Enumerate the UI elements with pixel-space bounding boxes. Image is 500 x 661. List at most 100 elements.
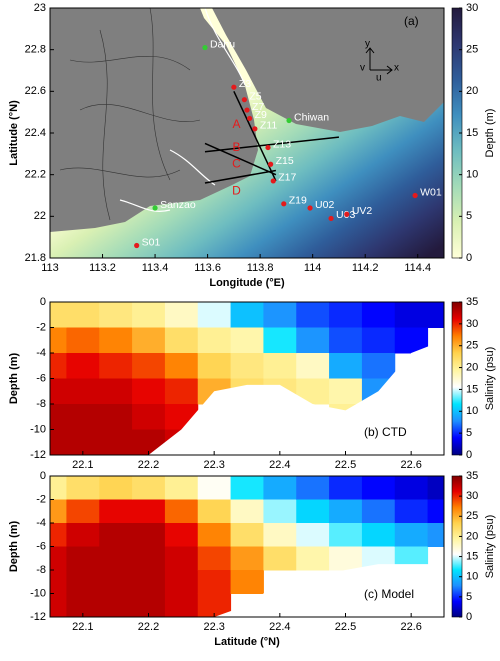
- colorbar: [451, 301, 463, 456]
- salinity-cell: [230, 570, 264, 594]
- station: [247, 115, 253, 122]
- salinity-cell: [230, 327, 264, 354]
- salinity-cell: [394, 523, 429, 547]
- salinity-cell: [164, 302, 199, 328]
- salinity-cell: [132, 593, 166, 617]
- y-tick-label: 23: [34, 2, 46, 14]
- salinity-cell: [164, 378, 199, 405]
- colorbar-tick-label: 10: [466, 571, 478, 583]
- colorbar-tick-label: 15: [466, 383, 478, 395]
- x-tick-label: 113.6: [194, 262, 221, 274]
- salinity-cell: [99, 570, 133, 594]
- x-tick-label: 22.5: [335, 459, 356, 471]
- salinity-cell: [99, 476, 133, 500]
- section-label: A: [232, 117, 240, 131]
- salinity-cell: [296, 499, 330, 524]
- salinity-cell: [427, 499, 444, 524]
- compass-label: u: [376, 73, 382, 84]
- salinity-cell: [132, 523, 166, 547]
- salinity-cell: [50, 523, 67, 547]
- x-tick-label: 114.4: [404, 262, 431, 274]
- panel-label: (a): [404, 14, 419, 28]
- salinity-cell: [50, 353, 67, 379]
- station-label: UV2: [352, 205, 373, 217]
- y-tick-label: 0: [40, 470, 46, 482]
- salinity-cell: [329, 523, 363, 547]
- station: [328, 215, 334, 222]
- y-tick-label: -6: [36, 372, 46, 384]
- salinity-cell: [164, 476, 199, 500]
- salinity-cell: [427, 476, 444, 500]
- x-tick-label: 22.6: [400, 621, 421, 633]
- colorbar-tick-label: 30: [466, 2, 478, 14]
- x-tick-label: 114.2: [352, 262, 379, 274]
- station-label: Z5: [249, 90, 261, 102]
- salinity-cell: [66, 593, 100, 617]
- colorbar-label: Salinity (psu): [484, 515, 496, 579]
- station: [241, 97, 247, 103]
- salinity-cell: [164, 327, 199, 354]
- salinity-cell: [296, 327, 330, 354]
- salinity-cell: [99, 378, 133, 405]
- salinity-cell: [50, 476, 67, 500]
- x-tick-label: 22.3: [203, 621, 224, 633]
- land-boundary: [59, 8, 201, 221]
- salinity-cell: [66, 523, 100, 547]
- colorbar: [451, 475, 463, 618]
- salinity-cell: [230, 353, 264, 379]
- station-label: W01: [420, 186, 442, 198]
- salinity-cell: [197, 523, 232, 547]
- y-tick-label: -12: [30, 611, 46, 623]
- colorbar-tick-label: 10: [466, 169, 478, 181]
- salinity-cell: [99, 523, 133, 547]
- x-axis-label: Longitude (°E): [209, 277, 285, 289]
- salinity-cell: [361, 523, 396, 547]
- salinity-cell: [427, 302, 444, 328]
- salinity-cell: [99, 327, 133, 354]
- salinity-cell: [296, 476, 330, 500]
- station-label: Z17: [278, 172, 296, 184]
- x-tick-label: 113.2: [89, 262, 116, 274]
- station-label: Z13: [273, 138, 291, 150]
- compass-label: y: [365, 39, 370, 50]
- salinity-cell: [263, 353, 297, 379]
- section-label: B: [232, 140, 240, 154]
- x-tick-label: 22.2: [138, 459, 159, 471]
- water: [50, 8, 444, 258]
- x-tick-label: 113.4: [142, 262, 169, 274]
- y-tick-label: 22.4: [25, 127, 46, 139]
- salinity-cell: [361, 302, 396, 328]
- salinity-cell: [197, 476, 232, 500]
- x-tick-label: 22.6: [400, 459, 421, 471]
- y-tick-label: -10: [30, 423, 46, 435]
- salinity-cell: [296, 546, 330, 571]
- y-tick-label: -12: [30, 449, 46, 461]
- station-label: U02: [315, 199, 334, 211]
- station: [307, 205, 313, 211]
- salinity-cell: [50, 302, 67, 328]
- x-tick-label: 113.8: [247, 262, 274, 274]
- salinity-cell: [132, 302, 166, 328]
- salinity-cell: [263, 523, 297, 547]
- compass-label: x: [394, 63, 399, 74]
- colorbar-tick-label: 35: [466, 470, 478, 482]
- colorbar-tick-label: 5: [466, 427, 472, 439]
- x-tick-label: 22.2: [138, 621, 159, 633]
- salinity-cell: [99, 546, 133, 571]
- station: [202, 44, 208, 51]
- colorbar-tick-label: 0: [466, 252, 472, 264]
- colorbar-tick-label: 10: [466, 405, 478, 417]
- salinity-cell: [230, 523, 264, 547]
- station: [265, 144, 271, 151]
- x-tick-label: 22.5: [335, 621, 356, 633]
- panel-label: (c) Model: [364, 587, 414, 601]
- y-tick-label: -2: [36, 321, 46, 333]
- salinity-cell: [361, 327, 396, 354]
- station-label: Z9: [255, 109, 267, 121]
- colorbar-tick-label: 20: [466, 530, 478, 542]
- y-tick-label: -10: [30, 587, 46, 599]
- y-tick-label: -4: [36, 347, 46, 359]
- transect: [204, 169, 277, 184]
- salinity-cell: [99, 302, 133, 328]
- salinity-cell: [263, 499, 297, 524]
